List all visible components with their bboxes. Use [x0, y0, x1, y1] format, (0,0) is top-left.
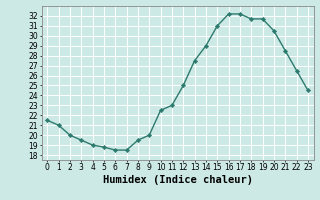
X-axis label: Humidex (Indice chaleur): Humidex (Indice chaleur): [103, 175, 252, 185]
